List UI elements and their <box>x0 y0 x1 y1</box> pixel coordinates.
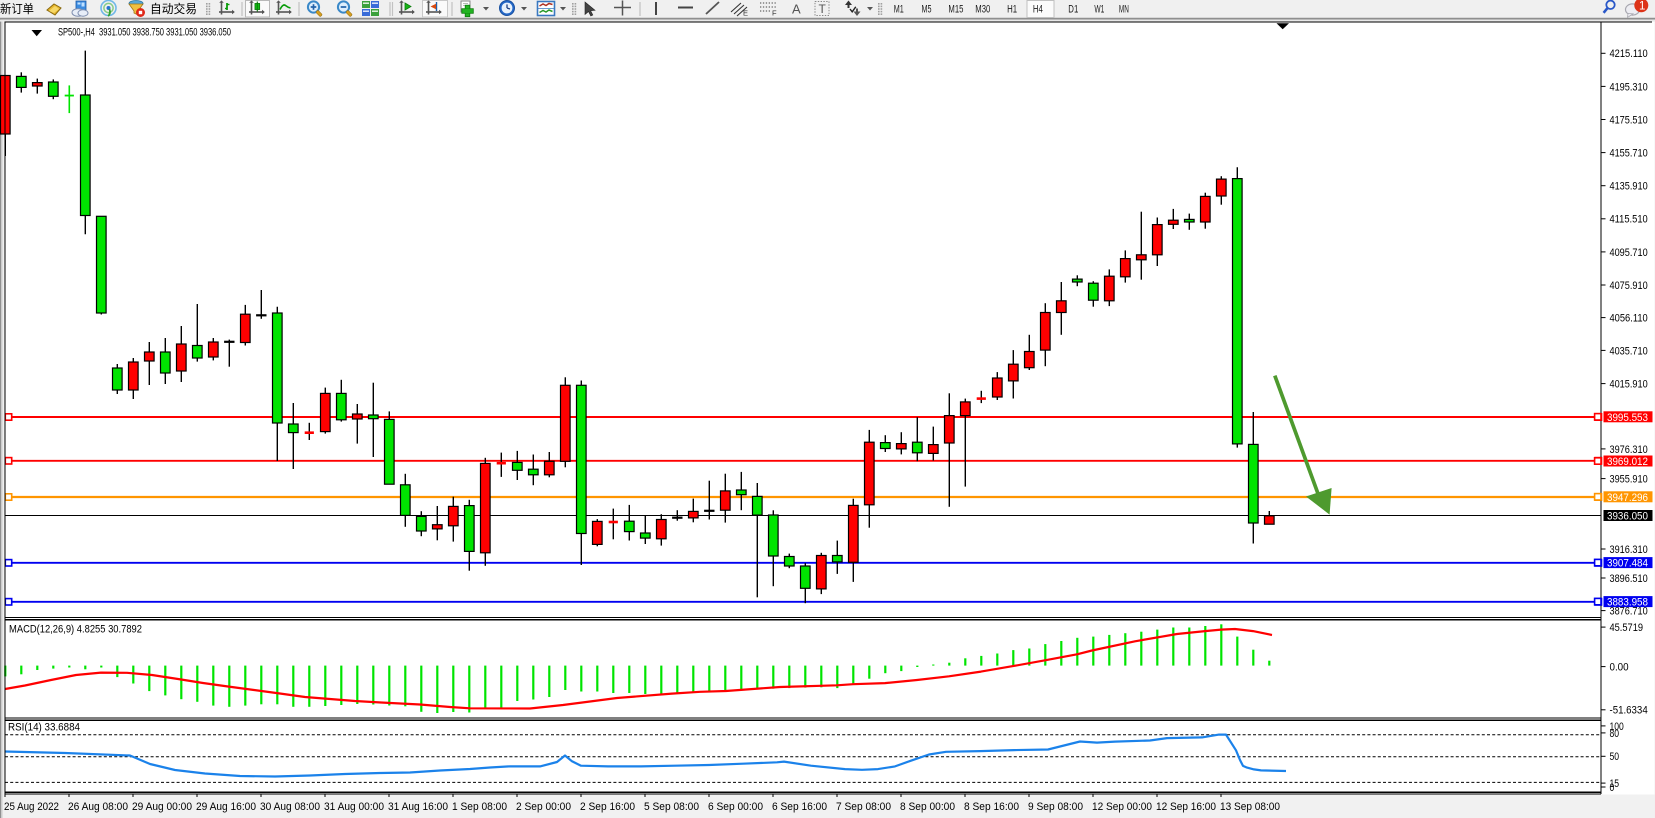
svg-text:4175.510: 4175.510 <box>1610 114 1648 126</box>
svg-text:15: 15 <box>1610 778 1620 790</box>
svg-text:-51.6334: -51.6334 <box>1610 705 1648 717</box>
svg-text:50: 50 <box>1610 751 1620 763</box>
svg-text:3876.710: 3876.710 <box>1610 606 1648 618</box>
svg-text:4015.910: 4015.910 <box>1610 379 1648 391</box>
svg-text:25 Aug 2022: 25 Aug 2022 <box>4 801 59 813</box>
svg-text:29 Aug 00:00: 29 Aug 00:00 <box>132 801 192 813</box>
svg-text:4095.710: 4095.710 <box>1610 247 1648 259</box>
svg-text:8 Sep 16:00: 8 Sep 16:00 <box>964 801 1019 813</box>
svg-text:6 Sep 16:00: 6 Sep 16:00 <box>772 801 827 813</box>
svg-text:0.00: 0.00 <box>1610 662 1629 674</box>
svg-text:D1: D1 <box>1068 4 1078 16</box>
svg-text:3947.296: 3947.296 <box>1607 492 1648 504</box>
svg-text:H1: H1 <box>1007 4 1017 16</box>
svg-text:9 Sep 08:00: 9 Sep 08:00 <box>1028 801 1083 813</box>
svg-text:4135.910: 4135.910 <box>1610 181 1648 193</box>
svg-text:4155.710: 4155.710 <box>1610 148 1648 160</box>
svg-text:6 Sep 00:00: 6 Sep 00:00 <box>708 801 763 813</box>
svg-text:H4: H4 <box>1033 4 1043 16</box>
svg-text:MACD(12,26,9) 4.8255 30.7892: MACD(12,26,9) 4.8255 30.7892 <box>9 624 142 636</box>
svg-text:3976.310: 3976.310 <box>1610 444 1648 456</box>
svg-text:30 Aug 08:00: 30 Aug 08:00 <box>260 801 320 813</box>
svg-text:26 Aug 08:00: 26 Aug 08:00 <box>68 801 128 813</box>
svg-text:2 Sep 00:00: 2 Sep 00:00 <box>516 801 571 813</box>
svg-text:31 Aug 00:00: 31 Aug 00:00 <box>324 801 384 813</box>
svg-text:3955.910: 3955.910 <box>1610 474 1648 486</box>
svg-text:12 Sep 00:00: 12 Sep 00:00 <box>1092 801 1152 813</box>
svg-text:3936.050: 3936.050 <box>1607 511 1648 523</box>
svg-text:MN: MN <box>1119 4 1129 16</box>
svg-text:M1: M1 <box>894 4 904 16</box>
svg-text:7 Sep 08:00: 7 Sep 08:00 <box>836 801 891 813</box>
svg-text:29 Aug 16:00: 29 Aug 16:00 <box>196 801 256 813</box>
svg-text:M5: M5 <box>922 4 932 16</box>
svg-text:31 Aug 16:00: 31 Aug 16:00 <box>388 801 448 813</box>
svg-text:3969.012: 3969.012 <box>1607 456 1648 468</box>
svg-text:3896.510: 3896.510 <box>1610 573 1648 585</box>
svg-text:8 Sep 00:00: 8 Sep 00:00 <box>900 801 955 813</box>
svg-text:45.5719: 45.5719 <box>1610 622 1644 634</box>
svg-text:3907.484: 3907.484 <box>1607 558 1648 570</box>
svg-text:4035.710: 4035.710 <box>1610 345 1648 357</box>
svg-text:RSI(14) 33.6884: RSI(14) 33.6884 <box>8 722 80 734</box>
svg-text:13 Sep 08:00: 13 Sep 08:00 <box>1220 801 1280 813</box>
svg-text:自动交易: 自动交易 <box>150 2 197 16</box>
svg-text:2 Sep 16:00: 2 Sep 16:00 <box>580 801 635 813</box>
svg-text:SP500-,H4 3931.050 3938.750 3: SP500-,H4 3931.050 3938.750 3931.050 393… <box>58 27 231 39</box>
svg-text:5 Sep 08:00: 5 Sep 08:00 <box>644 801 699 813</box>
svg-text:A: A <box>792 2 801 17</box>
svg-text:F: F <box>772 9 777 18</box>
svg-text:3916.310: 3916.310 <box>1610 544 1648 556</box>
svg-text:W1: W1 <box>1094 4 1104 16</box>
svg-text:M15: M15 <box>948 4 963 16</box>
svg-text:M30: M30 <box>975 4 990 16</box>
svg-text:4215.110: 4215.110 <box>1610 48 1648 60</box>
svg-text:4056.110: 4056.110 <box>1610 313 1648 325</box>
svg-text:0: 0 <box>1610 782 1615 794</box>
svg-text:4195.310: 4195.310 <box>1610 81 1648 93</box>
svg-text:4115.510: 4115.510 <box>1610 214 1648 226</box>
svg-text:E: E <box>743 9 748 18</box>
svg-text:100: 100 <box>1610 721 1624 733</box>
svg-text:3883.958: 3883.958 <box>1607 597 1648 609</box>
svg-text:3995.553: 3995.553 <box>1607 412 1648 424</box>
svg-text:12 Sep 16:00: 12 Sep 16:00 <box>1156 801 1216 813</box>
svg-text:4075.910: 4075.910 <box>1610 280 1648 292</box>
svg-text:80: 80 <box>1610 728 1620 740</box>
svg-text:1: 1 <box>1639 1 1645 13</box>
svg-text:新订单: 新订单 <box>0 2 34 16</box>
svg-text:1 Sep 08:00: 1 Sep 08:00 <box>452 801 507 813</box>
svg-text:T: T <box>819 2 827 16</box>
